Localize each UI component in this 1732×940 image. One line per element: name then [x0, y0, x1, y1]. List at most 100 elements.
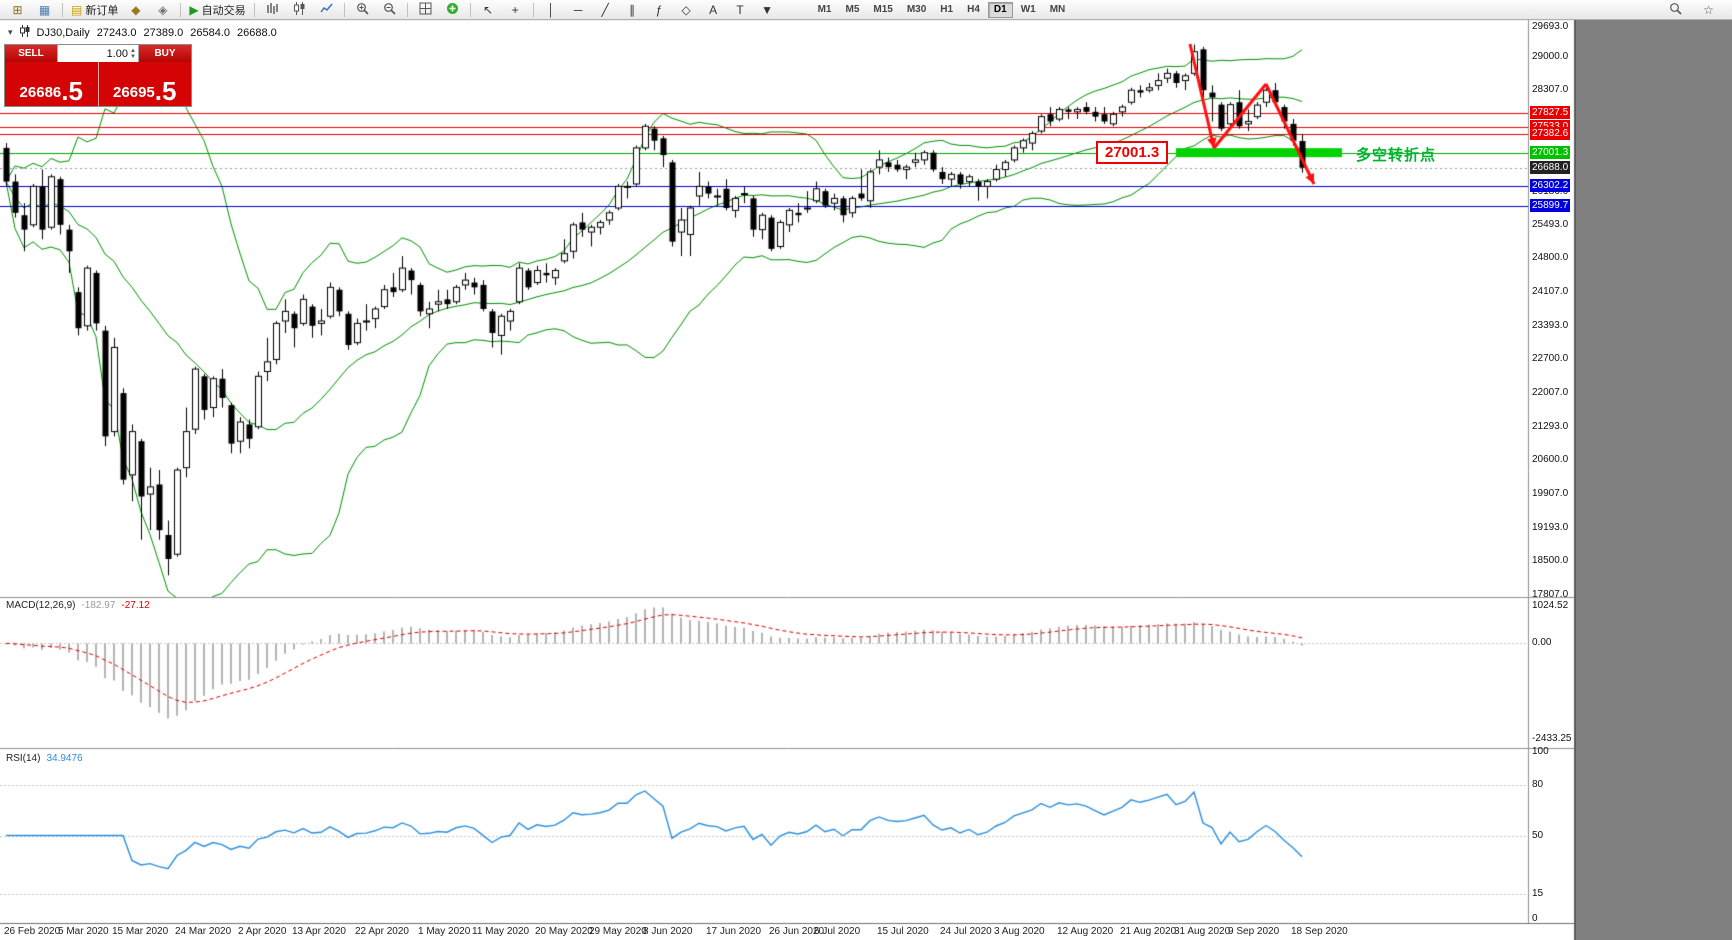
timeframe-w1-button[interactable]: W1 [1020, 3, 1036, 15]
trendline-button[interactable]: ╱ [593, 0, 618, 19]
date-axis-label: 22 Apr 2020 [355, 926, 409, 937]
ohlc-close: 26688.0 [237, 26, 277, 39]
indicators-icon [446, 2, 459, 18]
fibonacci-icon: ƒ [655, 2, 663, 17]
vertical-line-button[interactable]: │ [539, 0, 564, 19]
line-chart-button[interactable] [314, 0, 339, 19]
price-axis-label: 29000.0 [1532, 51, 1569, 62]
date-axis-label: 8 Jun 2020 [643, 926, 693, 937]
buy-button[interactable]: BUY [139, 45, 191, 62]
chart-profiles-button[interactable]: ▦ [32, 0, 57, 19]
sell-price[interactable]: 26686.5 [5, 62, 99, 106]
volume-up-button[interactable]: ▲ [130, 47, 136, 54]
support-price-label[interactable]: 27001.3 [1096, 141, 1169, 164]
sell-button[interactable]: SELL [5, 45, 57, 62]
timeframe-m15-button[interactable]: M15 [873, 3, 893, 15]
horizontal-line-icon: ─ [573, 2, 583, 17]
timeframe-m1-button[interactable]: M1 [817, 3, 832, 15]
chart-canvas[interactable] [0, 0, 1575, 940]
date-axis-label: 6 Jul 2020 [814, 926, 861, 937]
timeframe-h4-button[interactable]: H4 [967, 3, 980, 15]
date-axis-label: 24 Jul 2020 [940, 926, 992, 937]
text-button[interactable]: A [701, 0, 726, 19]
market-watch-icon: ◆ [131, 2, 141, 17]
market-watch-button[interactable]: ◆ [123, 0, 148, 19]
date-axis-label: 26 Jun 2020 [769, 926, 825, 937]
date-axis-label: 3 Aug 2020 [994, 926, 1045, 937]
buy-price-int: 26695 [113, 84, 155, 101]
zoom-out-icon [383, 2, 396, 18]
date-axis-label: 20 May 2020 [535, 926, 593, 937]
rsi-axis-label: 50 [1532, 830, 1544, 841]
timeframe-toolbar: M1 M5 M15 M30 H1 H4 D1 W1 MN [811, 1, 1073, 18]
volume-input[interactable]: 1.00 ▲ ▼ [57, 45, 139, 62]
macd-axis-label: -2433.25 [1532, 733, 1572, 744]
date-axis-label: 1 May 2020 [418, 926, 471, 937]
macd-indicator-label: MACD(12,26,9) -182.97 -27.12 [6, 600, 150, 611]
timeframe-mn-button[interactable]: MN [1049, 3, 1066, 15]
fibonacci-button[interactable]: ƒ [647, 0, 672, 19]
favorites-icon: ☆ [1703, 2, 1714, 17]
cursor-icon: ↖ [483, 2, 494, 17]
date-axis-label: 12 Aug 2020 [1057, 926, 1114, 937]
bar-chart-button[interactable] [260, 0, 285, 19]
equidistant-channel-button[interactable]: ∥ [620, 0, 645, 19]
auto-trading-icon: ▶ [189, 2, 199, 17]
price-axis-label: 22007.0 [1532, 387, 1569, 398]
one-click-collapse-icon[interactable]: ▾ [8, 27, 13, 37]
date-axis-label: 24 Mar 2020 [175, 926, 232, 937]
cursor-button[interactable]: ↖ [476, 0, 501, 19]
search-icon [1669, 2, 1682, 18]
tile-windows-button[interactable] [413, 0, 438, 19]
line-chart-icon [320, 2, 333, 18]
timeframe-d1-button[interactable]: D1 [987, 1, 1013, 18]
date-axis-label: 18 Sep 2020 [1291, 926, 1348, 937]
volume-value[interactable]: 1.00 [106, 47, 129, 60]
horizontal-line-button[interactable]: ─ [566, 0, 591, 19]
buy-price-frac: .5 [154, 75, 177, 106]
volume-down-button[interactable]: ▼ [130, 53, 136, 60]
favorites-button[interactable]: ☆ [1696, 0, 1721, 19]
new-order-label: 新订单 [85, 4, 119, 17]
text-icon: A [709, 2, 718, 17]
search-button[interactable] [1663, 0, 1688, 19]
sell-price-frac: .5 [61, 75, 83, 106]
new-order-button[interactable]: ▤ 新订单 [68, 0, 121, 19]
zoom-out-button[interactable] [377, 0, 402, 19]
crosshair-button[interactable]: + [503, 0, 528, 19]
equidistant-channel-icon: ∥ [629, 2, 636, 17]
data-window-button[interactable]: ◈ [150, 0, 175, 19]
macd-axis-label: 0.00 [1532, 637, 1552, 648]
ohlc-low: 26584.0 [190, 26, 231, 39]
chart-ohlc-line: ▾ DJ30,Daily 27243.0 27389.0 26584.0 266… [8, 25, 277, 40]
price-level-label: 27382.6 [1530, 127, 1571, 140]
toolbar-separator [180, 2, 182, 17]
price-axis-label: 20600.0 [1532, 454, 1569, 465]
shapes-button[interactable]: ◇ [674, 0, 699, 19]
macd-signal-value: -27.12 [121, 600, 150, 611]
auto-trading-button[interactable]: ▶ 自动交易 [186, 0, 248, 19]
price-axis-label: 28307.0 [1532, 84, 1569, 95]
crosshair-icon: + [511, 2, 519, 17]
zoom-in-button[interactable] [350, 0, 375, 19]
turning-point-annotation[interactable]: 多空转折点 [1356, 147, 1437, 164]
date-axis-label: 2 Apr 2020 [238, 926, 287, 937]
label-button[interactable]: T [728, 0, 753, 19]
workspace-background [1575, 20, 1732, 940]
candlestick-chart-button[interactable] [287, 0, 312, 19]
price-axis-label: 17807.0 [1532, 589, 1569, 600]
timeframe-m5-button[interactable]: M5 [845, 3, 860, 15]
arrows-tool-button[interactable]: ▼ [755, 0, 780, 19]
date-axis-label: 29 May 2020 [589, 926, 647, 937]
indicators-button[interactable] [440, 0, 465, 19]
timeframe-h1-button[interactable]: H1 [940, 3, 954, 15]
rsi-indicator-label: RSI(14) 34.9476 [6, 753, 83, 764]
macd-axis-label: 1024.52 [1532, 600, 1569, 611]
new-chart-button[interactable]: ⊞ [5, 0, 30, 19]
data-window-icon: ◈ [158, 2, 168, 17]
buy-price[interactable]: 26695.5 [99, 62, 192, 106]
timeframe-m30-button[interactable]: M30 [906, 3, 927, 15]
macd-main-value: -182.97 [81, 600, 116, 611]
price-axis-label: 25493.0 [1532, 219, 1569, 230]
